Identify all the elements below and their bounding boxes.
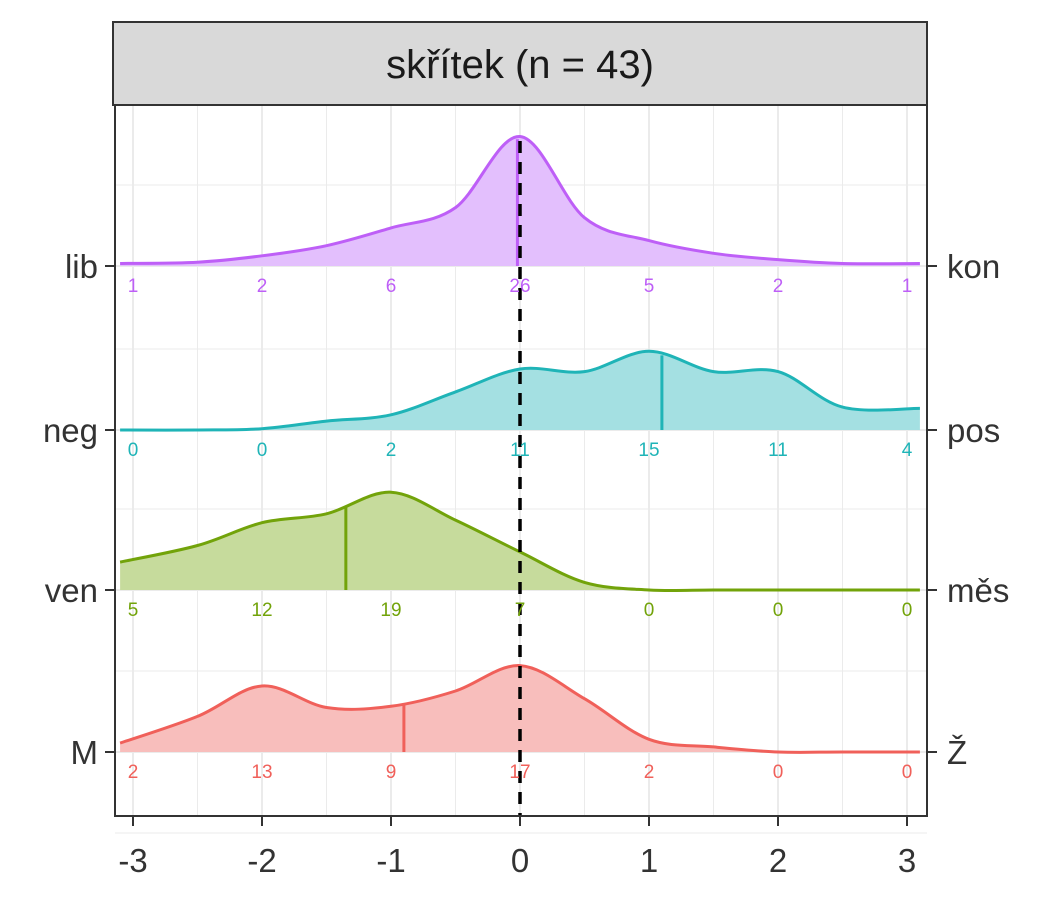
- count-label: 9: [386, 762, 397, 783]
- count-label: 0: [902, 762, 913, 783]
- y-label-left: lib: [65, 248, 98, 285]
- count-labels: 2 13 9 17 2 0 05 12 19 7 0 0 00 0 2 11 15 11 41 2 6 26 5 2 1: [128, 276, 913, 783]
- count-label: 0: [773, 762, 784, 783]
- y-label-left: neg: [43, 412, 98, 449]
- count-label: 0: [128, 440, 139, 461]
- count-label: 2: [644, 762, 655, 783]
- count-label: 15: [638, 440, 659, 461]
- x-tick-label: 0: [511, 842, 529, 879]
- density-curve: [120, 349, 920, 432]
- ridge-lib: [120, 134, 920, 266]
- x-tick-label: 3: [898, 842, 916, 879]
- y-label-right: kon: [947, 248, 1000, 285]
- density-area: [120, 351, 920, 431]
- y-label-left: ven: [45, 572, 98, 609]
- facet-strip: skřítek (n = 43): [112, 21, 928, 106]
- x-tick-label: -1: [376, 842, 405, 879]
- chart-title: skřítek (n = 43): [386, 43, 654, 87]
- x-tick-label: -2: [247, 842, 276, 879]
- y-label-right: měs: [947, 572, 1009, 609]
- count-label: 6: [386, 276, 397, 297]
- count-label: 11: [768, 440, 788, 461]
- count-label: 5: [644, 276, 655, 297]
- count-label: 0: [257, 440, 268, 461]
- count-label: 19: [380, 600, 401, 621]
- y-label-left: M: [71, 734, 99, 771]
- count-label: 17: [509, 762, 530, 783]
- density-curve: [119, 664, 920, 754]
- count-label: 26: [509, 276, 530, 297]
- density-curve: [120, 134, 920, 266]
- count-label: 5: [128, 600, 139, 621]
- count-label: 13: [251, 762, 272, 783]
- y-label-right: Ž: [947, 734, 967, 771]
- count-label: 0: [644, 600, 655, 621]
- count-label: 2: [773, 276, 784, 297]
- y-label-right: pos: [947, 412, 1000, 449]
- count-label: 2: [386, 440, 397, 461]
- count-label: 1: [128, 276, 139, 297]
- count-label: 4: [902, 440, 913, 461]
- count-label: 2: [257, 276, 268, 297]
- ridge-neg: [120, 349, 920, 432]
- count-label: 7: [515, 600, 526, 621]
- x-tick-label: -3: [118, 842, 147, 879]
- count-label: 0: [902, 600, 913, 621]
- count-label: 2: [128, 762, 139, 783]
- count-label: 11: [510, 440, 530, 461]
- x-tick-label: 1: [640, 842, 658, 879]
- count-label: 1: [902, 276, 913, 297]
- count-label: 0: [773, 600, 784, 621]
- density-area: [120, 136, 920, 266]
- strip-background: [112, 21, 928, 106]
- x-tick-label: 2: [769, 842, 787, 879]
- density-area: [120, 492, 920, 591]
- count-label: 12: [251, 600, 272, 621]
